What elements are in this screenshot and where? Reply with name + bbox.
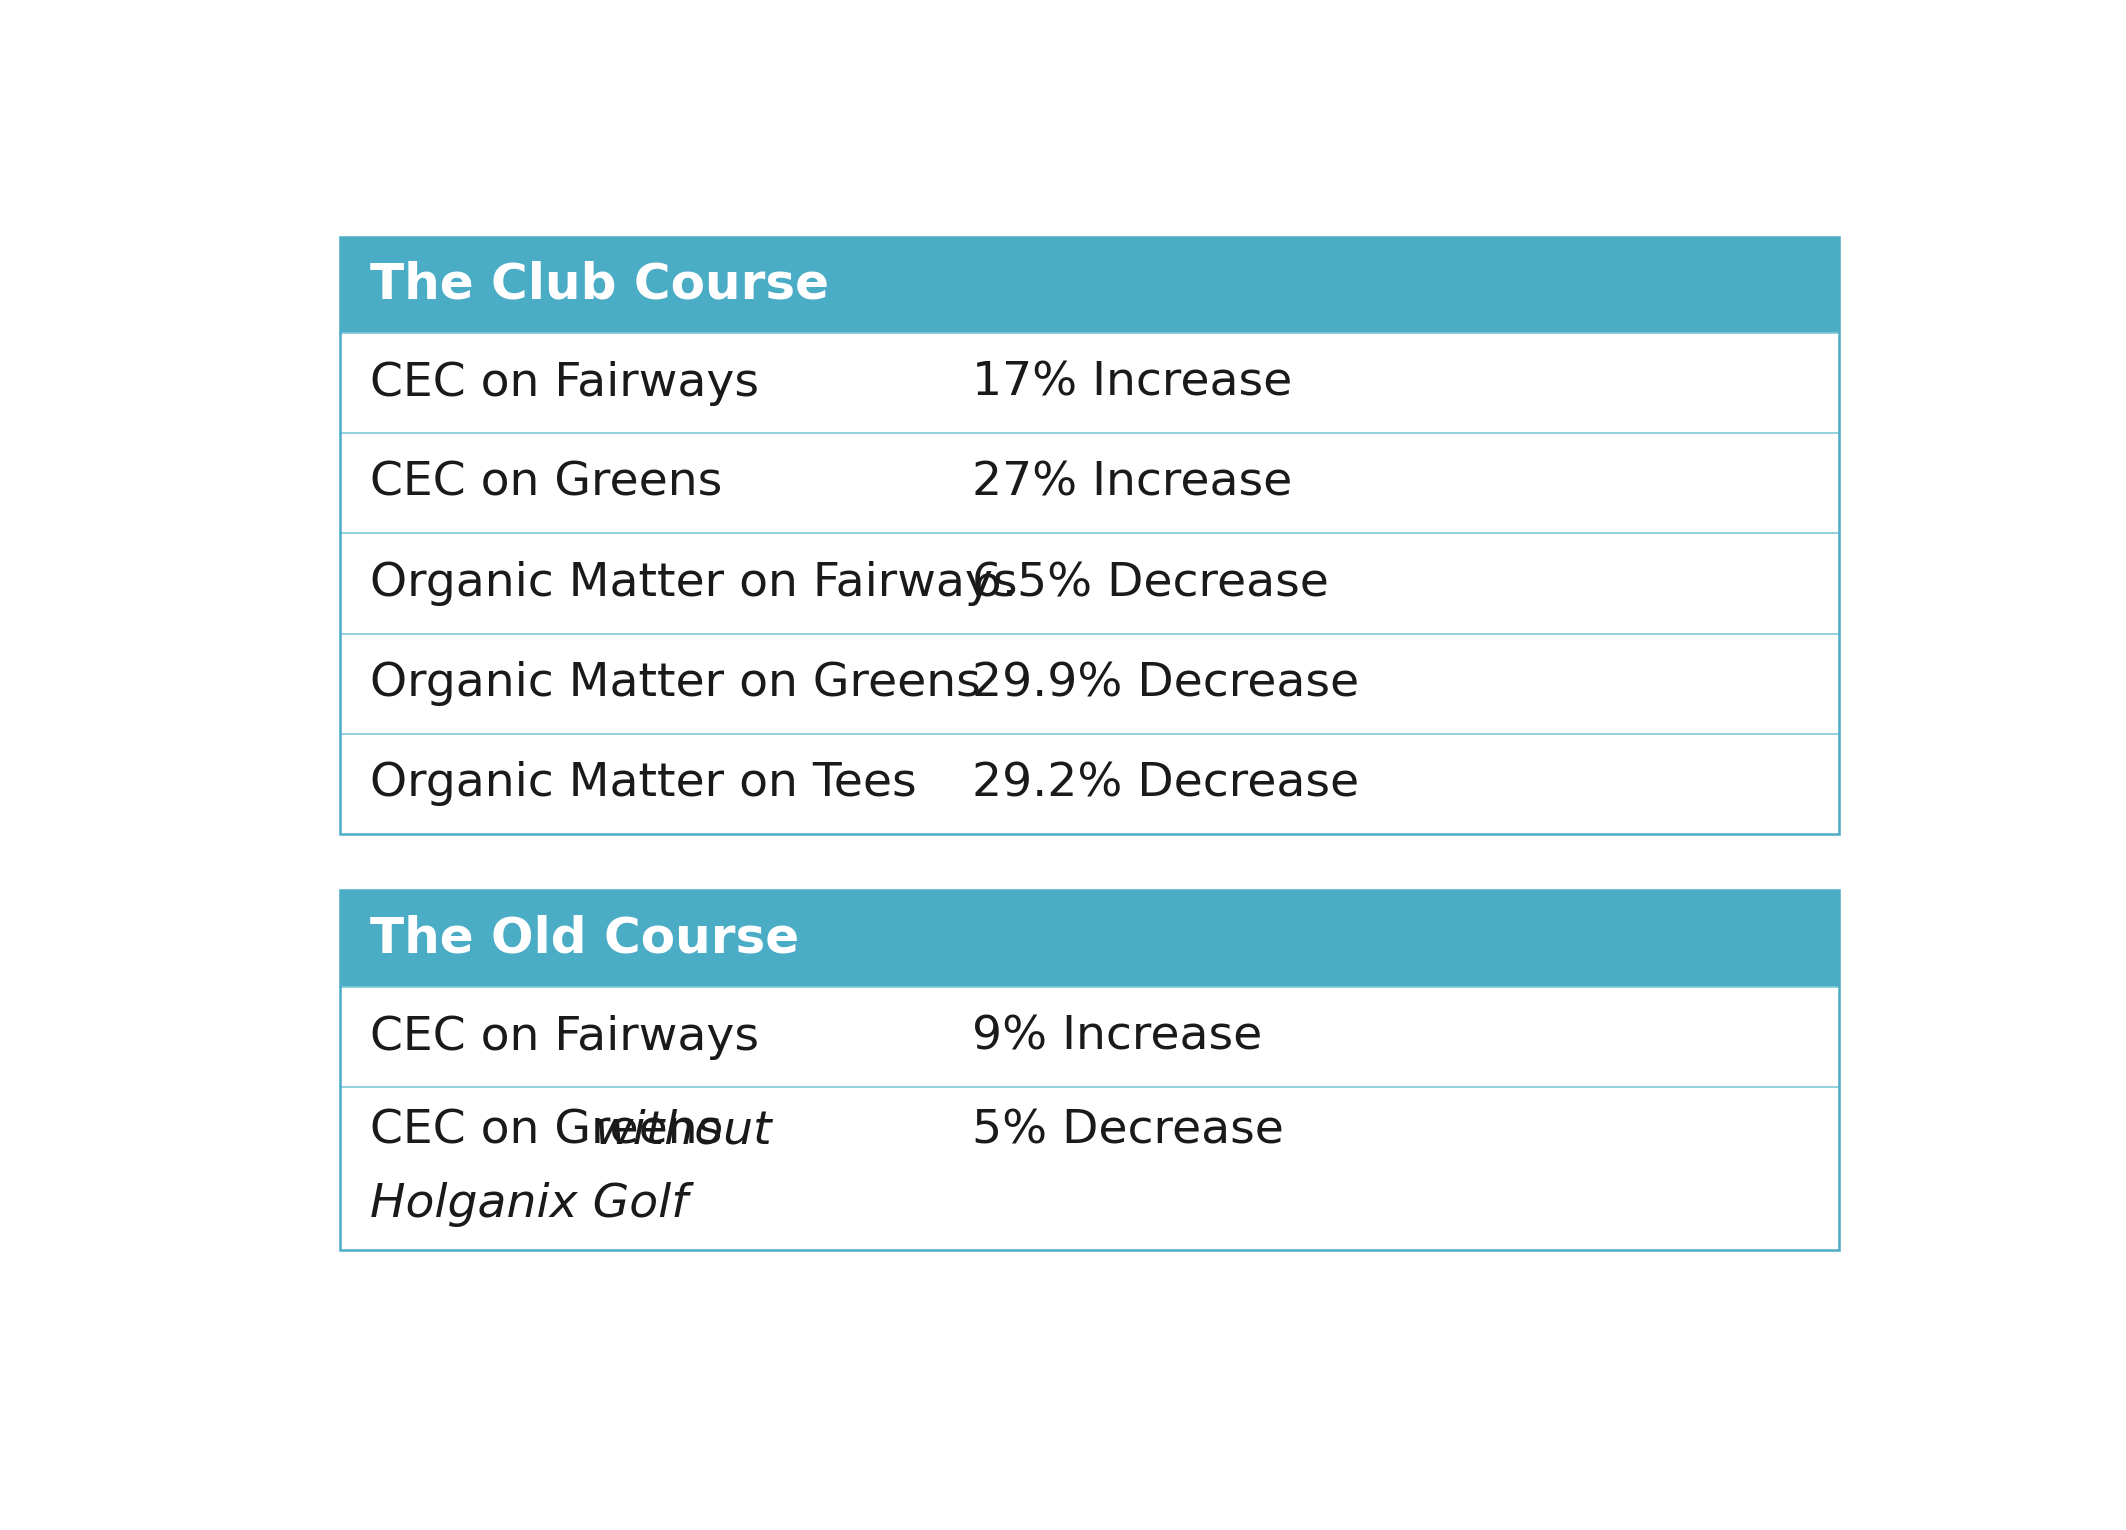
Text: 17% Increase: 17% Increase [972, 361, 1293, 405]
Text: Organic Matter on Tees: Organic Matter on Tees [370, 762, 916, 806]
FancyBboxPatch shape [340, 1088, 1839, 1250]
Text: 5% Decrease: 5% Decrease [972, 1109, 1284, 1154]
FancyBboxPatch shape [340, 890, 1839, 987]
FancyBboxPatch shape [340, 237, 1839, 334]
Text: CEC on Fairways: CEC on Fairways [370, 361, 759, 405]
Text: Organic Matter on Fairways: Organic Matter on Fairways [370, 562, 1016, 606]
Text: 27% Increase: 27% Increase [972, 461, 1293, 506]
Text: 29.9% Decrease: 29.9% Decrease [972, 661, 1359, 707]
Text: CEC on Greens: CEC on Greens [370, 1109, 738, 1154]
Text: Holganix Golf: Holganix Golf [370, 1181, 687, 1227]
Text: Organic Matter on Greens: Organic Matter on Greens [370, 661, 980, 707]
FancyBboxPatch shape [340, 987, 1839, 1088]
Text: CEC on Fairways: CEC on Fairways [370, 1014, 759, 1060]
FancyBboxPatch shape [340, 734, 1839, 834]
FancyBboxPatch shape [340, 334, 1839, 433]
FancyBboxPatch shape [340, 534, 1839, 633]
FancyBboxPatch shape [340, 633, 1839, 734]
Text: without: without [595, 1109, 774, 1154]
Text: The Old Course: The Old Course [370, 915, 799, 962]
FancyBboxPatch shape [340, 433, 1839, 534]
Text: CEC on Greens: CEC on Greens [370, 461, 723, 506]
Text: 9% Increase: 9% Increase [972, 1014, 1263, 1060]
Text: 29.2% Decrease: 29.2% Decrease [972, 762, 1359, 806]
Text: 6.5% Decrease: 6.5% Decrease [972, 562, 1329, 606]
Text: The Club Course: The Club Course [370, 262, 829, 309]
